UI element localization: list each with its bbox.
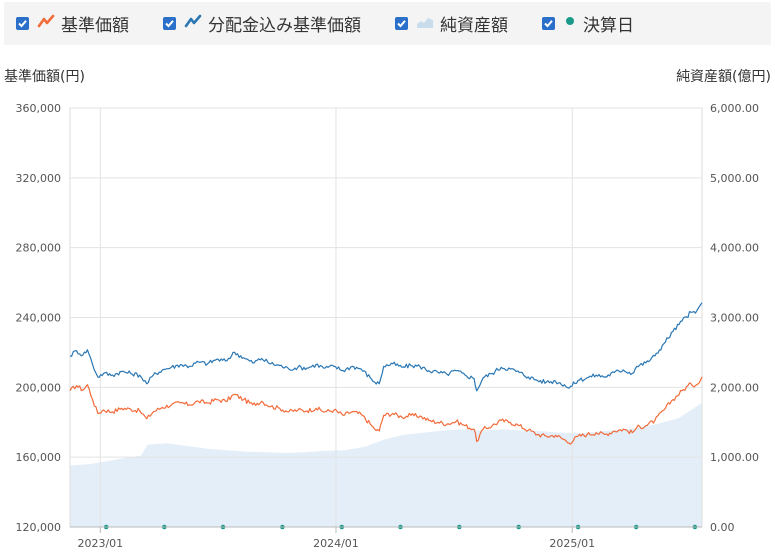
y2-tick-label: 1,000.00	[710, 451, 759, 464]
legend-label: 決算日	[583, 15, 634, 36]
y-tick-label: 360,000	[16, 102, 62, 115]
y2-axis-title: 純資産額(億円)	[676, 69, 771, 85]
orange-line-icon	[37, 13, 55, 33]
y-tick-label: 160,000	[16, 451, 62, 464]
legend-label: 純資産額	[440, 15, 508, 36]
checkbox-checked-icon[interactable]	[163, 16, 176, 30]
legend-item-settlement-date[interactable]: 決算日	[542, 11, 634, 36]
teal-dot-icon	[563, 13, 577, 33]
y2-tick-label: 3,000.00	[710, 312, 759, 325]
legend-label: 分配金込み基準価額	[208, 15, 361, 36]
y2-tick-label: 4,000.00	[710, 242, 759, 255]
x-tick-label: 2024/01	[313, 537, 359, 550]
checkbox-checked-icon[interactable]	[395, 16, 408, 30]
legend-item-nav-with-dividends[interactable]: 分配金込み基準価額	[163, 11, 361, 36]
legend-label: 基準価額	[61, 15, 129, 36]
y2-tick-label: 6,000.00	[710, 102, 759, 115]
y-tick-label: 200,000	[16, 381, 62, 394]
chart-legend: 基準価額 分配金込み基準価額 純資産額 決算日	[0, 0, 775, 46]
nav-with-dividends-line	[69, 302, 703, 392]
legend-background	[4, 2, 771, 45]
x-tick-label: 2023/01	[77, 537, 123, 550]
area-icon	[416, 13, 434, 33]
legend-item-net-assets[interactable]: 純資産額	[395, 11, 508, 36]
y-tick-label: 240,000	[16, 312, 62, 325]
y-tick-label: 280,000	[16, 242, 62, 255]
y2-tick-label: 2,000.00	[710, 381, 759, 394]
y-tick-label: 320,000	[16, 172, 62, 185]
checkbox-checked-icon[interactable]	[542, 16, 555, 30]
legend-item-nav[interactable]: 基準価額	[16, 11, 129, 36]
net-assets-area	[70, 402, 702, 527]
y2-tick-label: 5,000.00	[710, 172, 759, 185]
blue-line-icon	[184, 13, 202, 33]
x-tick-label: 2025/01	[549, 537, 595, 550]
y2-tick-label: 0.00	[710, 521, 735, 534]
y-tick-label: 120,000	[16, 521, 62, 534]
y-axis-title: 基準価額(円)	[4, 68, 85, 85]
nav-line	[69, 376, 703, 445]
checkbox-checked-icon[interactable]	[16, 16, 29, 30]
